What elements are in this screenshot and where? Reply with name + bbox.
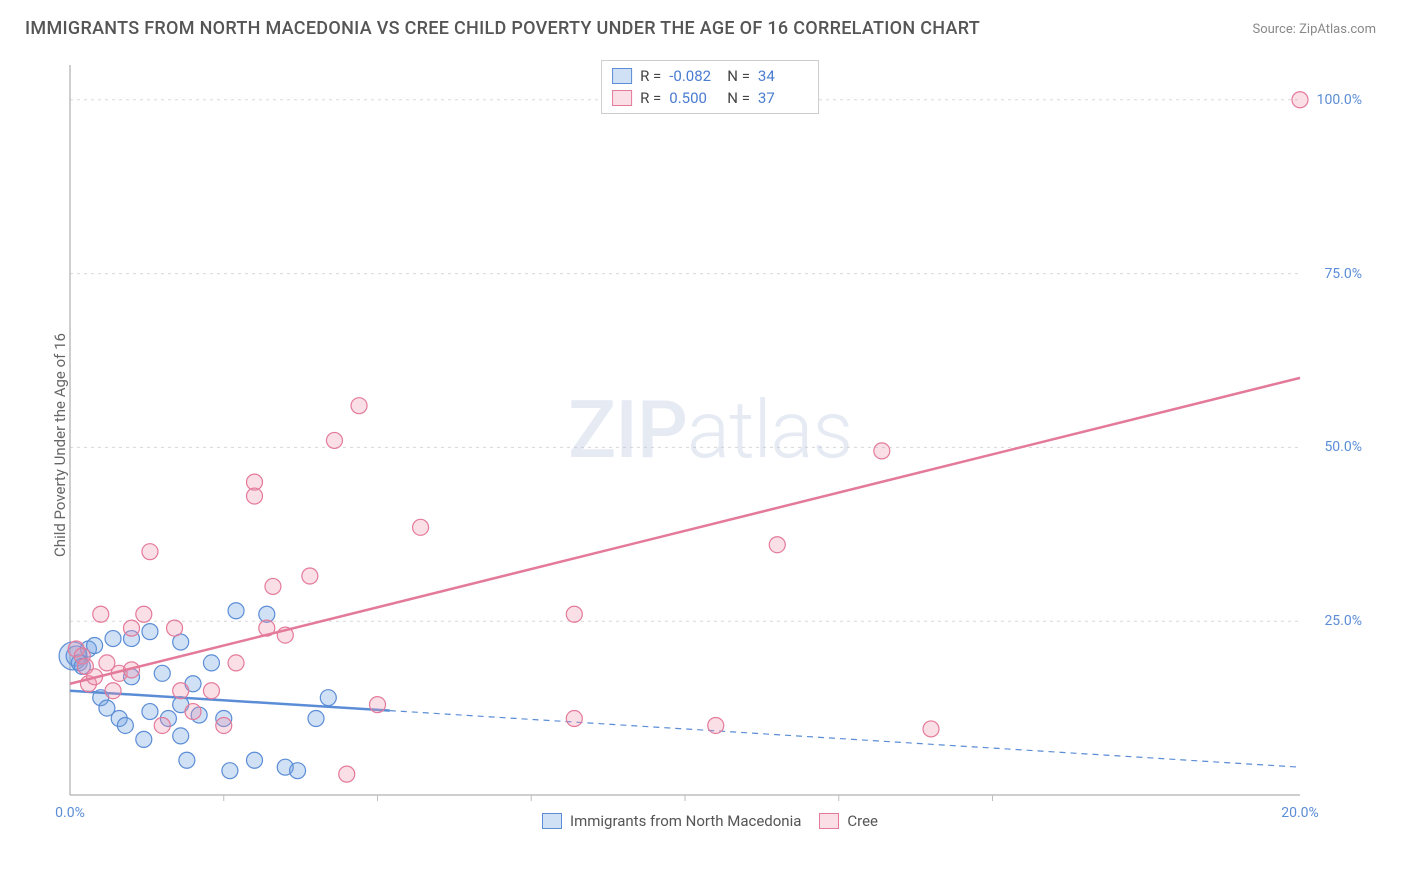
legend-swatch [542, 813, 562, 829]
legend-swatch [612, 68, 632, 84]
legend-series-label: Immigrants from North Macedonia [570, 812, 801, 830]
legend-series: Immigrants from North Macedonia Cree [50, 812, 1370, 830]
legend-r-label: R = [640, 67, 661, 85]
legend-swatch [612, 90, 632, 106]
legend-n-label: N = [727, 89, 750, 107]
legend-n-value: 34 [758, 67, 808, 85]
y-tick-label: 50.0% [1324, 439, 1362, 455]
legend-correlation-row: R = 0.500 N = 37 [612, 87, 808, 109]
legend-r-label: R = [640, 89, 661, 107]
y-tick-label: 25.0% [1324, 613, 1362, 629]
legend-series-item: Immigrants from North Macedonia [542, 812, 801, 830]
legend-n-label: N = [727, 67, 750, 85]
y-axis-label: Child Poverty Under the Age of 16 [51, 333, 69, 557]
legend-series-item: Cree [819, 812, 878, 830]
legend-swatch [819, 813, 839, 829]
legend-r-value: -0.082 [669, 67, 719, 85]
y-tick-label: 100.0% [1317, 92, 1362, 108]
legend-r-value: 0.500 [669, 89, 719, 107]
legend-correlation-row: R = -0.082 N = 34 [612, 65, 808, 87]
y-tick-label: 75.0% [1324, 266, 1362, 282]
scatter-plot [50, 60, 1370, 830]
chart-source: Source: ZipAtlas.com [1252, 22, 1376, 37]
legend-n-value: 37 [758, 89, 808, 107]
legend-correlation: R = -0.082 N = 34 R = 0.500 N = 37 [601, 60, 819, 114]
chart-title: IMMIGRANTS FROM NORTH MACEDONIA VS CREE … [25, 18, 980, 39]
legend-series-label: Cree [847, 812, 878, 830]
chart-area: Child Poverty Under the Age of 16 ZIPatl… [50, 60, 1370, 830]
